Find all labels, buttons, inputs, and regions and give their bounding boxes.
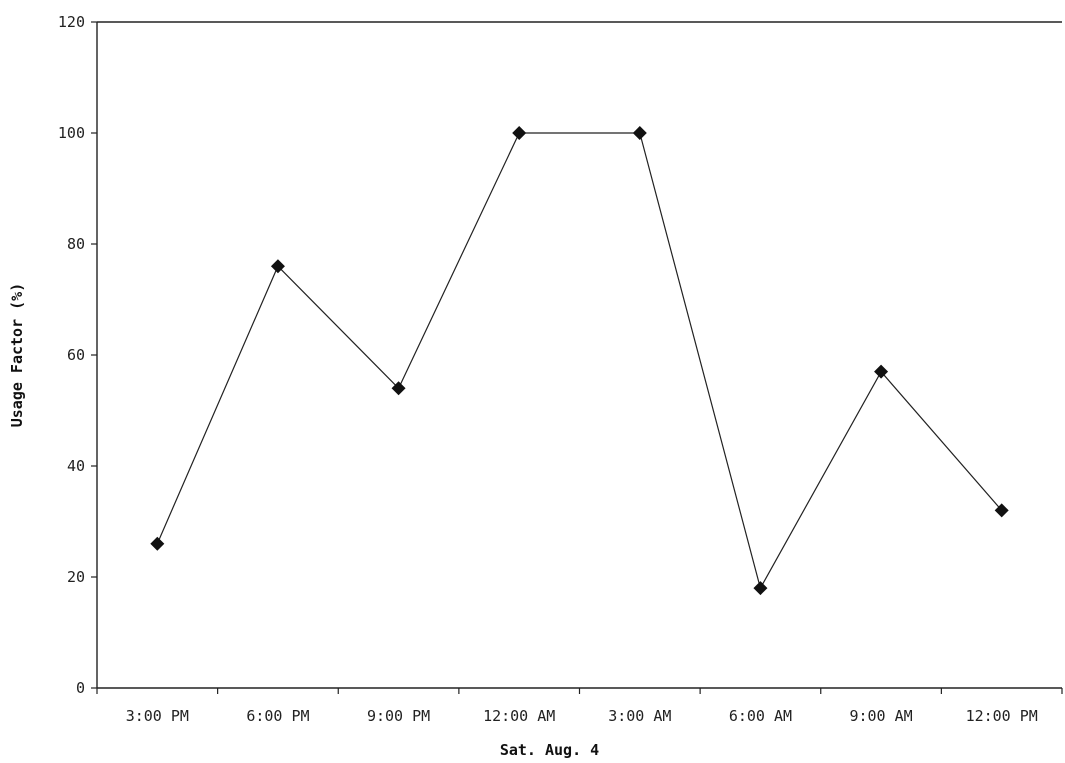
x-tick-label: 3:00 AM [608,707,671,725]
y-tick-label: 100 [58,124,85,142]
y-tick-label: 80 [67,235,85,253]
x-tick-label: 6:00 PM [246,707,309,725]
x-tick-label: 9:00 PM [367,707,430,725]
data-point-marker [391,381,406,396]
data-point-marker [270,259,285,274]
y-tick-label: 60 [67,346,85,364]
data-point-marker [512,126,527,140]
data-point-marker [994,503,1009,518]
x-axis-ticks: 3:00 PM 6:00 PM 9:00 PM 12:00 AM 3:00 AM 6:00… [96,688,1063,725]
data-point-marker [753,581,768,596]
series-line [156,132,1003,590]
data-point-marker [874,364,889,379]
plot-frame [96,21,1062,689]
x-tick-label: 12:00 AM [483,707,555,725]
y-axis-ticks: 0 20 40 60 80 100 120 [58,13,97,697]
y-axis-title: Usage Factor (%) [8,283,26,428]
data-point-marker [632,126,647,140]
data-point-marker [150,536,165,551]
x-tick-label: 6:00 AM [729,707,792,725]
y-tick-label: 20 [67,568,85,586]
x-tick-label: 9:00 AM [849,707,912,725]
x-tick-label: 3:00 PM [126,707,189,725]
x-tick-label: 12:00 PM [966,707,1038,725]
y-tick-label: 120 [58,13,85,31]
x-axis-title: Sat. Aug. 4 [500,741,599,759]
series-group [150,126,1009,596]
y-tick-label: 40 [67,457,85,475]
y-tick-label: 0 [76,679,85,697]
